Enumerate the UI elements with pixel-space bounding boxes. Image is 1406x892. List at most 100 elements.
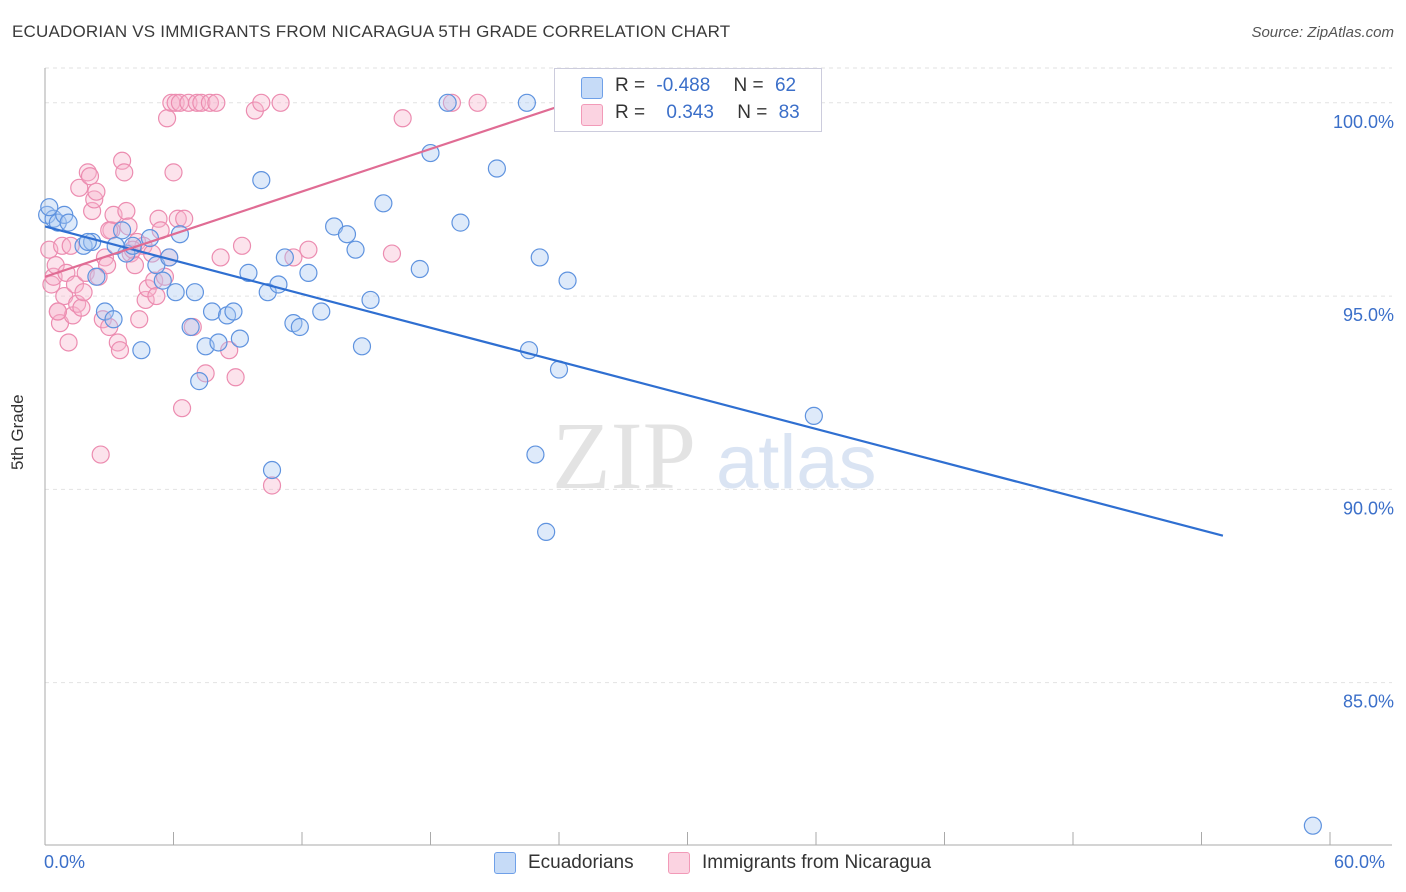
nicaragua-point <box>136 290 155 310</box>
nicaragua-point <box>110 341 130 360</box>
ecuadorian-point <box>275 248 294 267</box>
nicaragua-point <box>100 221 119 240</box>
nicaragua-point <box>59 333 78 352</box>
ecuadorian-point <box>346 240 365 259</box>
nicaragua-point <box>262 476 282 495</box>
series-legend: Ecuadorians Immigrants from Nicaragua <box>0 852 1406 878</box>
nicaragua-point <box>80 167 100 186</box>
ecuadorian-point <box>202 302 222 321</box>
legend-swatch-blue <box>581 77 603 99</box>
legend-r-label: R = <box>615 102 646 123</box>
nicaragua-point <box>157 109 177 128</box>
ecuadorian-point <box>1303 816 1322 835</box>
ecuadorian-point <box>312 302 331 321</box>
legend-row-pink: R = 0.343 N = 83 <box>615 102 800 124</box>
legend-swatch-pink <box>581 104 603 126</box>
legend-row-blue: R = -0.488 N = 62 <box>615 75 796 97</box>
ecuadorian-point <box>59 213 78 232</box>
nicaragua-point <box>207 93 226 112</box>
ecuadorian-point <box>112 221 132 240</box>
nicaragua-point <box>468 93 487 112</box>
ecuadorian-point <box>104 310 123 329</box>
legend-n-value: 83 <box>778 102 800 123</box>
ecuadorian-point <box>410 259 429 279</box>
watermark-atlas: atlas <box>716 420 877 505</box>
ecuadorian-point <box>451 213 470 232</box>
nicaragua-point <box>70 178 89 197</box>
axes <box>44 68 1392 846</box>
ecuadorian-point <box>558 271 577 290</box>
legend-swatch-nicaragua <box>668 852 690 874</box>
ecuadorian-point <box>230 329 249 348</box>
nicaragua-point <box>175 209 194 228</box>
nicaragua-point <box>232 236 252 255</box>
ecuadorian-point <box>438 93 457 112</box>
ecuadorian-point <box>530 248 549 267</box>
ecuadorian-point <box>209 333 228 352</box>
grid-lines <box>45 67 1392 684</box>
nicaragua-point <box>271 93 290 112</box>
chart-title: ECUADORIAN VS IMMIGRANTS FROM NICARAGUA … <box>12 22 731 41</box>
ecuadorian-point <box>299 263 318 282</box>
ecuadorian-point <box>239 263 258 282</box>
nicaragua-point <box>147 286 166 306</box>
x-max-label: 60.0% <box>1334 852 1386 872</box>
nicaragua-point <box>115 163 134 182</box>
nicaragua-point <box>393 109 412 128</box>
nicaragua-point <box>61 236 80 255</box>
x-min-label: 0.0% <box>44 852 86 872</box>
nicaragua-point <box>164 163 183 182</box>
ecuadorian-point <box>487 159 506 178</box>
legend-swatch-ecuadorians <box>494 852 516 874</box>
nicaragua-point <box>200 93 220 112</box>
nicaragua-point <box>252 93 271 112</box>
nicaragua-point <box>112 151 132 170</box>
trend-line-ecuadorians <box>44 225 1224 537</box>
nicaragua-point <box>74 283 93 302</box>
nicaragua-point <box>91 445 110 464</box>
ecuadorian-point <box>132 341 151 360</box>
trend-line-nicaragua <box>44 101 571 278</box>
ecuadorian-point <box>224 302 243 321</box>
ecuadorian-point <box>181 317 200 337</box>
legend-n-value: 62 <box>774 75 797 96</box>
nicaragua-point <box>172 399 192 418</box>
y-tick-label: 90.0% <box>1343 498 1394 518</box>
nicaragua-point <box>299 240 318 259</box>
legend-n-label: N = <box>733 75 764 96</box>
ecuadorian-point <box>185 283 205 302</box>
legend-n-label: N = <box>737 102 768 123</box>
y-tick-label: 85.0% <box>1343 692 1394 712</box>
ecuadorian-point <box>374 194 393 213</box>
ecuadorian-point <box>526 445 545 464</box>
ecuadorian-point <box>40 198 59 217</box>
trend-lines <box>44 101 1224 537</box>
nicaragua-point <box>72 298 91 317</box>
ecuadorian-point <box>352 337 372 356</box>
y-axis-label: 5th Grade <box>8 394 27 470</box>
series-ecuadorians-points <box>38 93 1322 835</box>
nicaragua-point <box>48 302 67 321</box>
legend-item-nicaragua: Immigrants from Nicaragua <box>668 852 931 874</box>
ecuadorian-point <box>252 171 271 190</box>
nicaragua-point <box>149 209 168 228</box>
legend-r-label: R = <box>615 75 646 96</box>
series-nicaragua-points <box>40 93 487 495</box>
stats-legend: R = -0.488 N = 62 R = 0.343 N = 83 <box>554 68 822 132</box>
legend-r-value: -0.488 <box>656 75 711 96</box>
nicaragua-point <box>211 248 230 267</box>
legend-label-nicaragua: Immigrants from Nicaragua <box>702 852 932 873</box>
source-label: Source: ZipAtlas.com <box>1251 24 1394 41</box>
ecuadorian-point <box>421 143 440 163</box>
nicaragua-point <box>187 93 207 112</box>
nicaragua-point <box>166 93 185 112</box>
y-tick-labels: 85.0% 90.0% 95.0% 100.0% <box>1333 112 1394 712</box>
ecuadorian-point <box>290 317 309 337</box>
nicaragua-point <box>83 201 102 221</box>
watermark-zip: ZIP <box>552 402 696 509</box>
ecuadorian-point <box>361 290 380 310</box>
nicaragua-point <box>130 310 149 329</box>
nicaragua-point <box>87 182 106 201</box>
nicaragua-point <box>117 201 136 221</box>
